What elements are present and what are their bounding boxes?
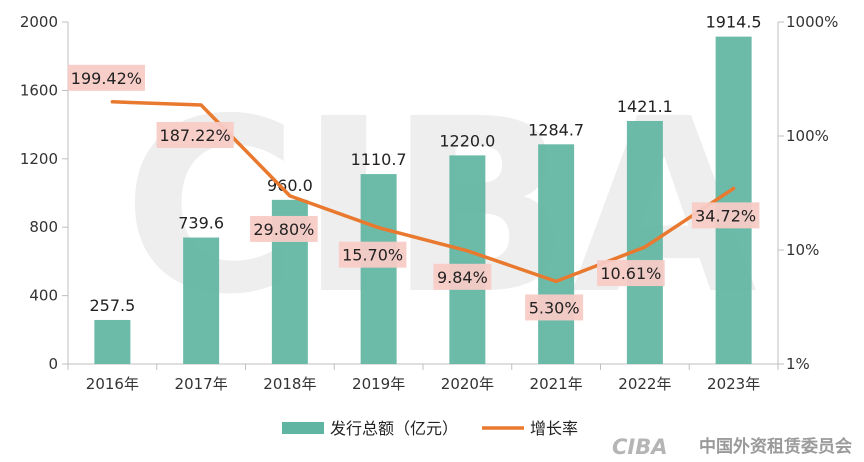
y-tick-label-left: 1600: [20, 81, 58, 99]
bar-data-label: 960.0: [267, 176, 313, 195]
rate-labels: 199.42% 187.22% 29.80% 15.70% 9.84% 5.30% 10.6…: [67, 64, 760, 321]
x-tick-label: 2018年: [263, 375, 316, 393]
bar-data-label: 739.6: [178, 214, 224, 233]
bar-labels: 257.5 739.6 960.0 1110.7 1220.0 1284.7 1421.1 1…: [89, 13, 761, 315]
x-tick-label: 2023年: [707, 375, 760, 393]
bar: [715, 36, 752, 365]
x-tick-label: 2021年: [530, 375, 583, 393]
rate-data-label: 15.70%: [342, 246, 403, 265]
rate-data-label: 5.30%: [529, 298, 580, 317]
rate-label-background: [156, 121, 234, 148]
y-tick-label-left: 400: [29, 287, 58, 305]
rate-data-label: 34.72%: [695, 206, 756, 225]
y-tick-label-right: 1%: [786, 355, 810, 373]
bar-data-label: 1110.7: [351, 150, 407, 169]
bar: [94, 319, 131, 364]
rate-label-background: [525, 294, 584, 321]
y-tick-label-left: 800: [29, 218, 58, 236]
bar-data-label: 1284.7: [528, 120, 584, 139]
bar: [360, 174, 397, 364]
y-tick-label-left: 1200: [20, 150, 58, 168]
y-tick-label-right: 1000%: [786, 13, 838, 31]
rate-label-background: [433, 263, 492, 290]
rate-line: [110, 100, 736, 284]
bars: [94, 36, 752, 365]
bar: [183, 237, 220, 364]
org-logo-text: 中国外资租赁委员会: [699, 436, 852, 457]
y-tick-label-right: 10%: [786, 241, 819, 259]
y-tick-label-right: 100%: [786, 127, 829, 145]
rate-label-background: [338, 241, 407, 268]
legend-label-bar: 发行总额（亿元）: [330, 419, 458, 438]
x-tick-label: 2017年: [175, 375, 228, 393]
rate-label-background: [250, 215, 318, 242]
bar-data-label: 1914.5: [706, 13, 762, 32]
rate-data-label: 10.61%: [600, 264, 661, 283]
rate-data-label: 199.42%: [71, 69, 142, 88]
bar-data-label: 257.5: [89, 296, 135, 315]
org-logo-mark: CIBA: [612, 435, 667, 459]
legend: 发行总额（亿元） 增长率: [282, 419, 578, 438]
rate-line-layer: [110, 100, 736, 284]
rate-data-label: 9.84%: [437, 268, 488, 287]
x-tick-label: 2020年: [441, 375, 494, 393]
org-logo: CIBA 中国外资租赁委员会: [612, 435, 852, 459]
bar: [626, 120, 663, 364]
bar: [449, 155, 486, 364]
y-tick-label-left: 2000: [20, 13, 58, 31]
x-tick-label: 2022年: [618, 375, 671, 393]
bar: [538, 144, 575, 364]
bar-data-label: 1220.0: [439, 131, 495, 150]
rate-label-background: [67, 64, 145, 91]
x-tick-label: 2016年: [86, 375, 139, 393]
legend-label-line: 增长率: [530, 419, 578, 438]
legend-swatch-bar: [282, 422, 324, 434]
rate-label-background: [597, 260, 665, 287]
x-tick-label: 2019年: [352, 375, 405, 393]
rate-data-label: 29.80%: [253, 220, 314, 239]
rate-data-label: 187.22%: [160, 126, 231, 145]
rate-label-background: [691, 202, 760, 229]
y-tick-label-left: 0: [48, 355, 58, 373]
bar-data-label: 1421.1: [617, 97, 673, 116]
